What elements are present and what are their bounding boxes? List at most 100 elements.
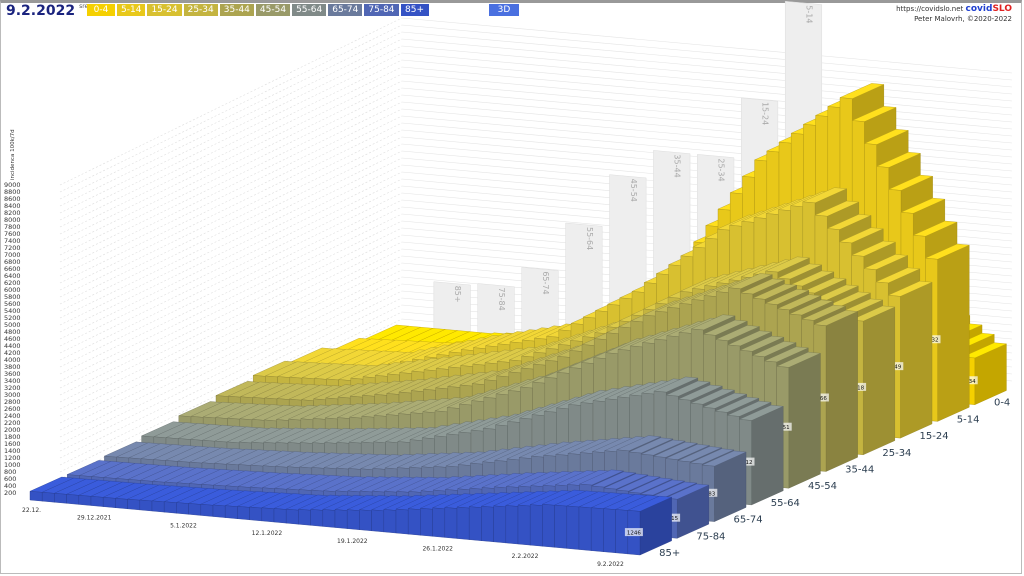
- bar-front: [530, 504, 543, 547]
- y-tick-label: 3600: [4, 370, 21, 378]
- grid-line: [59, 66, 403, 235]
- legend-item-85+[interactable]: 85+: [400, 4, 429, 16]
- age-axis-label: 0-4: [994, 398, 1010, 409]
- grid-line: [401, 66, 1013, 123]
- y-tick-label: 7800: [4, 223, 21, 231]
- y-tick-label: 200: [4, 489, 16, 497]
- legend-item-5-14[interactable]: 5-14: [117, 4, 146, 16]
- y-tick-label: 4200: [4, 349, 21, 357]
- y-tick-label: 8400: [4, 202, 21, 210]
- bar-front: [432, 507, 445, 538]
- bar-front: [420, 507, 433, 537]
- ghost-label: 35-44: [673, 154, 682, 177]
- y-tick-label: 5200: [4, 314, 21, 322]
- y-tick-label: 9000: [4, 181, 21, 189]
- bar-front: [603, 508, 616, 554]
- brand-b: SLO: [992, 4, 1012, 14]
- ghost-panel: [433, 281, 471, 336]
- y-tick-label: 3000: [4, 391, 21, 399]
- grid-line: [59, 192, 403, 361]
- bar-front: [139, 499, 153, 512]
- bar-front: [249, 506, 262, 522]
- grid-line: [401, 17, 1013, 74]
- grid-line: [401, 38, 1013, 95]
- bar-front: [310, 509, 323, 527]
- site-url[interactable]: https://covidslo.net: [896, 5, 964, 13]
- grid-line: [59, 150, 403, 319]
- y-tick-label: 8600: [4, 195, 21, 203]
- value-label: 1246: [627, 531, 641, 537]
- bar-front: [444, 507, 458, 539]
- bar-front: [371, 509, 384, 533]
- bar-front: [542, 503, 555, 548]
- grid-line: [59, 248, 403, 417]
- grid-line: [59, 136, 403, 305]
- grid-line: [401, 101, 1013, 158]
- bar-front: [188, 503, 202, 516]
- grid-line: [59, 213, 403, 382]
- y-tick-label: 6000: [4, 286, 21, 294]
- bar-front: [517, 504, 531, 546]
- bar-front: [42, 492, 55, 503]
- y-tick-label: 8000: [4, 216, 21, 224]
- bar-front: [151, 500, 165, 513]
- y-tick-label: 3800: [4, 363, 21, 371]
- bar-front: [273, 508, 287, 524]
- grid-line: [59, 269, 403, 438]
- grid-line: [59, 17, 403, 186]
- y-tick-label: 1000: [4, 461, 21, 469]
- grid-line: [59, 290, 403, 459]
- bar-front: [286, 508, 299, 525]
- grid-line: [401, 45, 1013, 102]
- weekday: sre: [79, 3, 89, 10]
- age-axis-label: 65-74: [734, 515, 763, 526]
- y-tick-label: 5800: [4, 293, 21, 301]
- bar-front: [395, 508, 409, 535]
- grid-line: [59, 52, 403, 221]
- bar-front: [102, 497, 116, 508]
- x-tick-label: 2.2.2022: [512, 553, 539, 560]
- grid-line: [59, 31, 403, 200]
- age-axis-label: 5-14: [957, 414, 980, 425]
- bar-front: [176, 502, 189, 515]
- bar-side: [863, 306, 896, 456]
- legend-item-25-34[interactable]: 25-34: [183, 4, 218, 16]
- legend-item-75-84[interactable]: 75-84: [364, 4, 399, 16]
- y-tick-label: 1400: [4, 447, 21, 455]
- grid-line: [59, 122, 403, 291]
- bar-front: [54, 493, 67, 504]
- grid-line: [59, 143, 403, 312]
- grid-line: [59, 255, 403, 424]
- bar-front: [200, 503, 214, 517]
- grid-line: [401, 59, 1013, 116]
- y-tick-label: 2200: [4, 419, 21, 427]
- legend-item-65-74[interactable]: 65-74: [328, 4, 363, 16]
- grid-line: [59, 178, 403, 347]
- grid-line: [59, 164, 403, 333]
- current-date: 9.2.2022 sre: [6, 3, 88, 19]
- age-axis-label: 45-54: [808, 481, 837, 492]
- toggle-3d-button[interactable]: 3D: [489, 4, 519, 16]
- y-tick-label: 4600: [4, 335, 21, 343]
- grid-line: [59, 87, 403, 256]
- grid-line: [59, 304, 403, 473]
- ghost-label: 65-74: [541, 271, 550, 294]
- legend-item-0-4[interactable]: 0-4: [87, 4, 115, 16]
- grid-line: [59, 94, 403, 263]
- grid-line: [401, 94, 1013, 151]
- legend-item-45-54[interactable]: 45-54: [255, 4, 291, 16]
- y-axis-label: incidenca 100k/7d: [10, 129, 16, 180]
- legend-item-35-44[interactable]: 35-44: [219, 4, 254, 16]
- y-tick-label: 3200: [4, 384, 21, 392]
- bar-front: [29, 491, 43, 502]
- y-tick-label: 2800: [4, 398, 21, 406]
- grid-line: [59, 115, 403, 284]
- branding: https://covidslo.net covidSLO Peter Malo…: [896, 4, 1012, 24]
- y-tick-label: 6600: [4, 265, 21, 273]
- legend-item-55-64[interactable]: 55-64: [292, 4, 327, 16]
- bar-front: [261, 507, 275, 523]
- legend-item-15-24[interactable]: 15-24: [147, 4, 182, 16]
- bar-front: [591, 507, 604, 552]
- y-tick-label: 2600: [4, 405, 21, 413]
